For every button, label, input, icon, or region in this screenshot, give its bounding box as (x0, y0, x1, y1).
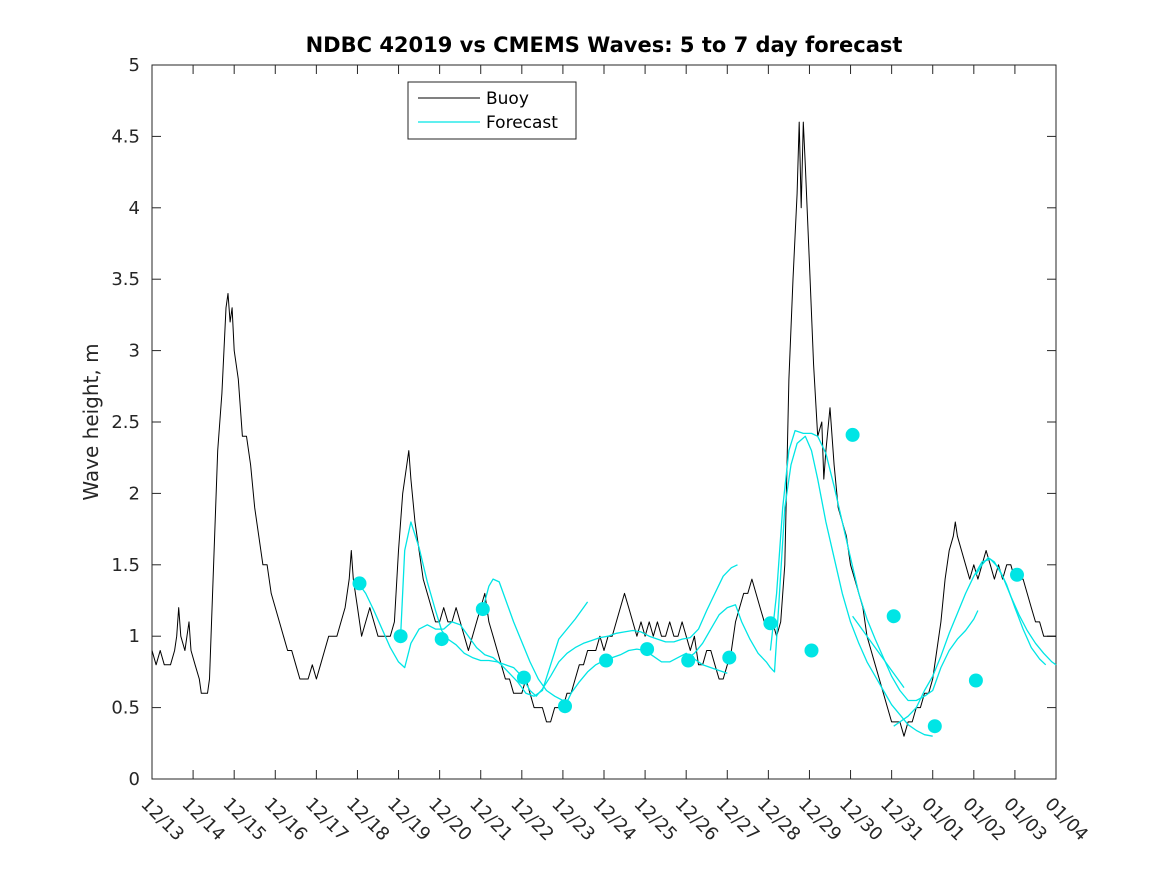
forecast-start-marker (558, 699, 572, 714)
y-tick-label: 4 (129, 198, 140, 219)
y-tick-label: 3 (129, 341, 140, 362)
y-tick-label: 0.5 (111, 698, 140, 719)
forecast-line (893, 558, 1047, 727)
forecast-start-marker (393, 629, 408, 644)
forecast-start-marker (968, 673, 983, 688)
forecast-start-marker (804, 643, 819, 658)
legend-buoy-label: Buoy (486, 89, 529, 109)
legend-forecast-label: Forecast (486, 113, 558, 133)
forecast-line (399, 521, 738, 697)
forecast-line (975, 557, 1057, 666)
forecast-line (769, 429, 979, 702)
forecast-start-marker (352, 576, 367, 591)
forecast-series (358, 429, 1057, 737)
y-axis: 0 0.5 1 1.5 2 2.5 3 3.5 4 4.5 5 (111, 55, 1056, 790)
forecast-start-marker (475, 602, 490, 617)
forecast-start-markers (352, 427, 1024, 734)
y-tick-label: 0 (129, 769, 140, 790)
forecast-start-marker (640, 642, 655, 657)
y-tick-label: 2.5 (111, 412, 140, 433)
y-tick-label: 3.5 (111, 269, 140, 290)
forecast-start-marker (599, 653, 614, 668)
y-axis-label: Wave height, m (79, 343, 103, 500)
y-tick-label: 1.5 (111, 555, 140, 576)
forecast-line (482, 578, 566, 705)
y-tick-label: 1 (129, 626, 140, 647)
forecast-start-marker (886, 609, 901, 624)
forecast-start-marker (845, 427, 860, 442)
forecast-start-marker (927, 719, 942, 734)
forecast-line (852, 615, 905, 688)
y-tick-label: 2 (129, 483, 140, 504)
forecast-start-marker (722, 650, 737, 665)
forecast-start-marker (763, 616, 778, 631)
y-tick-label: 4.5 (111, 126, 140, 147)
forecast-line (358, 584, 589, 697)
plot-area (151, 64, 1057, 780)
chart-title: NDBC 42019 vs CMEMS Waves: 5 to 7 day fo… (306, 33, 903, 57)
forecast-line (687, 435, 933, 737)
legend: Buoy Forecast (407, 81, 577, 140)
forecast-start-marker (516, 670, 531, 685)
y-tick-label: 5 (129, 55, 140, 76)
forecast-start-marker (1010, 567, 1024, 582)
legend-box (407, 81, 577, 140)
forecast-start-marker (434, 632, 449, 647)
forecast-start-marker (681, 653, 696, 668)
